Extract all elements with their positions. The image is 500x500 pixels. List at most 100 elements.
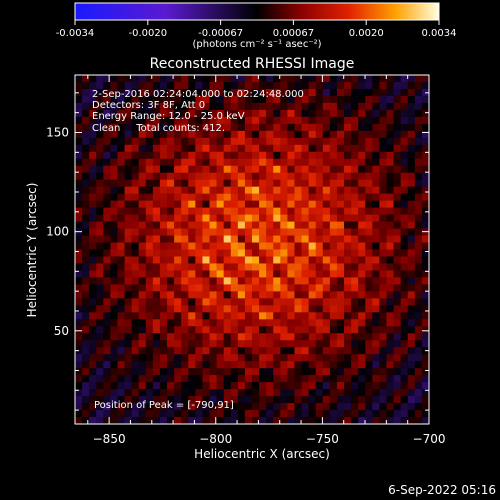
heatmap-cell <box>82 410 90 418</box>
heatmap-cell <box>145 88 154 97</box>
heatmap-cell <box>152 312 161 320</box>
heatmap-cell <box>131 277 140 285</box>
heatmap-cell <box>252 81 260 90</box>
heatmap-cell <box>152 75 161 83</box>
heatmap-cell <box>117 200 125 208</box>
heatmap-cell <box>167 354 175 362</box>
heatmap-cell <box>407 305 416 313</box>
heatmap-cell <box>294 200 302 208</box>
heatmap-cell <box>181 291 189 299</box>
heatmap-cell <box>351 81 359 90</box>
heatmap-cell <box>82 186 90 194</box>
heatmap-cell <box>181 249 189 257</box>
heatmap-cell <box>336 123 345 132</box>
heatmap-cell <box>167 200 175 208</box>
heatmap-cell <box>216 193 224 201</box>
heatmap-cell <box>252 88 260 97</box>
heatmap-cell <box>329 158 338 167</box>
heatmap-cell <box>124 214 132 222</box>
heatmap-cell <box>407 396 416 404</box>
heatmap-cell <box>237 270 246 278</box>
heatmap-cell <box>259 277 267 285</box>
heatmap-cell <box>329 242 338 250</box>
heatmap-cell <box>152 242 161 250</box>
heatmap-cell <box>131 200 140 208</box>
heatmap-cell <box>110 172 118 180</box>
heatmap-cell <box>336 417 345 424</box>
heatmap-cell <box>280 312 288 320</box>
heatmap-cell <box>266 382 274 390</box>
heatmap-cell <box>209 144 217 153</box>
heatmap-cell <box>131 81 140 90</box>
heatmap-cell <box>315 326 324 334</box>
heatmap-cell <box>75 396 83 404</box>
heatmap-cell <box>280 347 288 355</box>
heatmap-cell <box>138 389 147 397</box>
heatmap-cell <box>96 361 104 369</box>
heatmap-cell <box>358 256 366 264</box>
heatmap-cell <box>216 109 224 118</box>
heatmap-cell <box>273 200 281 208</box>
heatmap-cell <box>400 312 409 320</box>
heatmap-cell <box>329 88 338 97</box>
heatmap-cell <box>294 333 302 341</box>
heatmap-cell <box>82 116 90 125</box>
heatmap-cell <box>322 277 331 285</box>
heatmap-cell <box>259 403 267 411</box>
heatmap-cell <box>407 403 416 411</box>
heatmap-cell <box>308 207 317 215</box>
heatmap-cell <box>89 305 97 313</box>
heatmap-cell <box>322 75 331 83</box>
heatmap-cell <box>365 116 373 125</box>
heatmap-cell <box>344 207 352 215</box>
heatmap-cell <box>358 382 366 390</box>
heatmap-cell <box>266 256 274 264</box>
heatmap-cell <box>117 228 125 236</box>
heatmap-cell <box>188 116 196 125</box>
heatmap-cell <box>372 158 380 167</box>
heatmap-cell <box>351 291 359 299</box>
heatmap-cell <box>237 144 246 153</box>
heatmap-cell <box>308 312 317 320</box>
heatmap-cell <box>252 361 260 369</box>
heatmap-cell <box>195 102 203 111</box>
heatmap-cell <box>365 354 373 362</box>
heatmap-cell <box>301 263 309 271</box>
heatmap-cell <box>138 137 147 146</box>
colorbar-units: (photons cm⁻² s⁻¹ asec⁻²) <box>192 39 321 50</box>
heatmap-cell <box>75 256 83 264</box>
heatmap-cell <box>124 109 132 118</box>
heatmap-cell <box>393 277 401 285</box>
heatmap-cell <box>244 340 253 348</box>
heatmap-cell <box>259 396 267 404</box>
heatmap-cell <box>82 312 90 320</box>
heatmap-cell <box>223 214 232 222</box>
heatmap-cell <box>386 95 394 104</box>
heatmap-cell <box>195 123 203 132</box>
heatmap-cell <box>117 88 125 97</box>
heatmap-cell <box>273 228 281 236</box>
heatmap-cell <box>351 312 359 320</box>
heatmap-cell <box>181 88 189 97</box>
heatmap-cell <box>216 228 224 236</box>
heatmap-cell <box>379 312 387 320</box>
heatmap-cell <box>188 102 196 111</box>
heatmap-cell <box>209 263 217 271</box>
heatmap-cell <box>400 249 409 257</box>
heatmap-cell <box>322 102 331 111</box>
heatmap-cell <box>329 396 338 404</box>
heatmap-cell <box>216 151 224 160</box>
heatmap-cell <box>209 368 217 376</box>
heatmap-cell <box>315 228 324 236</box>
heatmap-cell <box>322 284 331 292</box>
heatmap-cell <box>414 172 423 180</box>
heatmap-cell <box>237 305 246 313</box>
heatmap-cell <box>96 242 104 250</box>
heatmap-cell <box>421 298 429 306</box>
heatmap-cell <box>216 333 224 341</box>
heatmap-cell <box>174 312 182 320</box>
heatmap-cell <box>195 172 203 180</box>
heatmap-cell <box>188 382 196 390</box>
heatmap-cell <box>181 333 189 341</box>
heatmap-cell <box>152 137 161 146</box>
